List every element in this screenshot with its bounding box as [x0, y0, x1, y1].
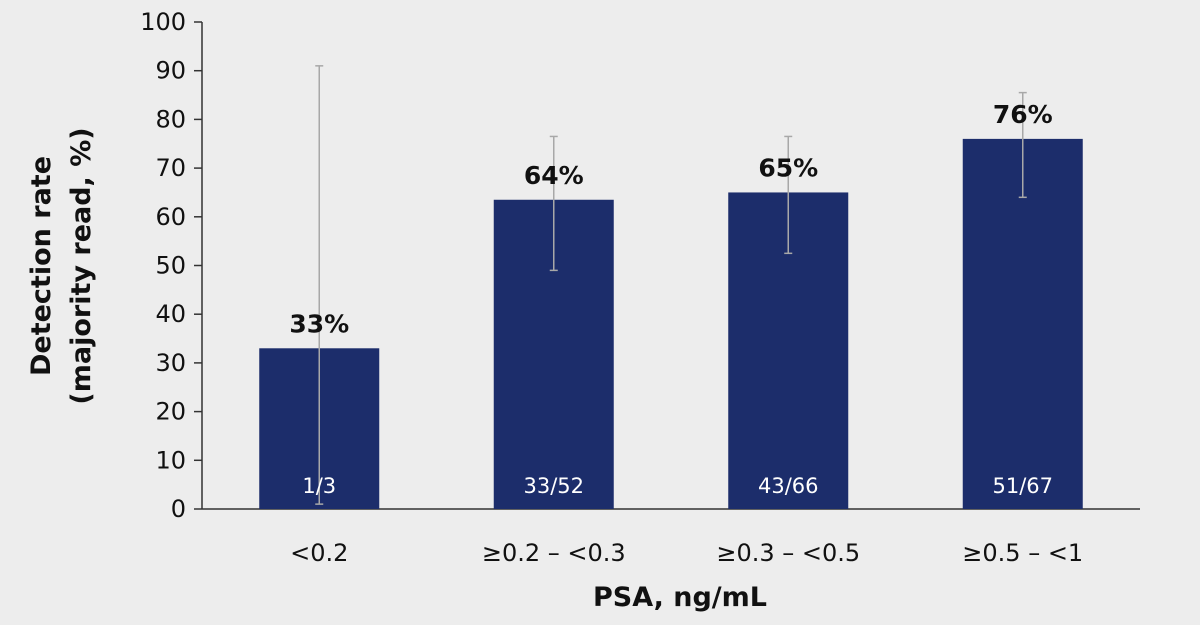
bar-count-label: 1/3 [302, 474, 336, 498]
y-tick-label: 70 [155, 154, 186, 182]
x-axis-title: PSA, ng/mL [593, 582, 767, 613]
y-axis-title: Detection rate (majority read, %) [26, 127, 97, 404]
bar [962, 138, 1083, 509]
plot-area: 0 10 20 30 40 50 60 70 80 90 100 33% 1/3 <0.2 64% 33/52… [140, 8, 1140, 567]
y-tick-label: 100 [140, 8, 186, 36]
bar-count-label: 51/67 [992, 474, 1053, 498]
bar-value-label: 65% [758, 153, 818, 182]
y-tick-label: 0 [171, 495, 186, 523]
x-tick-label: ≥0.5 – <1 [962, 539, 1083, 567]
y-tick-label: 30 [155, 349, 186, 377]
bar-count-label: 43/66 [758, 474, 819, 498]
y-tick-label: 20 [155, 398, 186, 426]
y-tick-label: 50 [155, 252, 186, 280]
x-tick-label: <0.2 [290, 539, 348, 567]
bar-value-label: 64% [524, 161, 584, 190]
y-tick-label: 10 [155, 446, 186, 474]
y-tick-label: 90 [155, 57, 186, 85]
bar-value-label: 76% [993, 100, 1053, 129]
x-tick-label: ≥0.2 – <0.3 [482, 539, 626, 567]
y-tick-label: 60 [155, 203, 186, 231]
y-axis-title-line1: Detection rate [26, 156, 57, 376]
y-tick-label: 40 [155, 300, 186, 328]
y-tick-label: 80 [155, 105, 186, 133]
bar-count-label: 33/52 [523, 474, 584, 498]
x-tick-label: ≥0.3 – <0.5 [716, 539, 860, 567]
bar-value-label: 33% [289, 309, 349, 338]
y-axis-title-line2: (majority read, %) [66, 127, 97, 404]
